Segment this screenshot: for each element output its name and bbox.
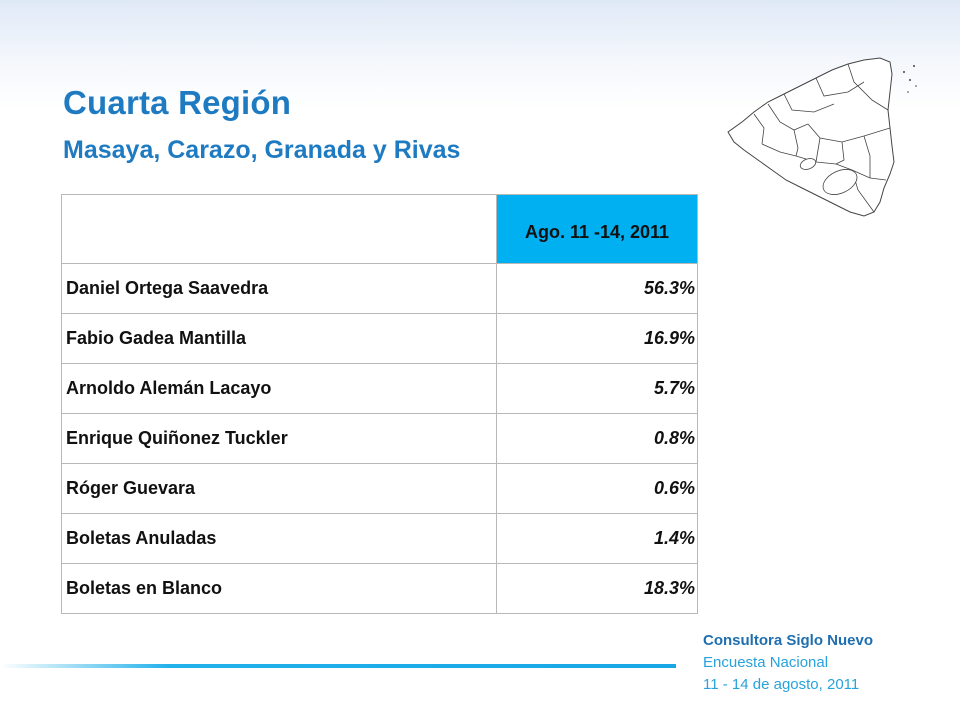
footer-dates: 11 - 14 de agosto, 2011 [703, 676, 860, 693]
header-blank-cell [61, 194, 497, 264]
table-row: Róger Guevara 0.6% [61, 463, 698, 514]
candidate-value: 18.3% [496, 563, 698, 614]
footer-org: Consultora Siglo Nuevo [703, 632, 874, 649]
period-header: Ago. 11 -14, 2011 [496, 194, 698, 264]
results-table: Ago. 11 -14, 2011 Daniel Ortega Saavedra… [61, 194, 698, 614]
candidate-value: 5.7% [496, 363, 698, 414]
table-row: Boletas en Blanco 18.3% [61, 563, 698, 614]
table-row: Boletas Anuladas 1.4% [61, 513, 698, 564]
nicaragua-map-icon [727, 57, 917, 217]
slide-subtitle: Masaya, Carazo, Granada y Rivas [63, 136, 461, 164]
candidate-name: Daniel Ortega Saavedra [61, 263, 497, 314]
slide-title: Cuarta Región [63, 84, 292, 121]
candidate-name: Boletas Anuladas [61, 513, 497, 564]
candidate-name: Arnoldo Alemán Lacayo [61, 363, 497, 414]
candidate-value: 1.4% [496, 513, 698, 564]
candidate-value: 56.3% [496, 263, 698, 314]
candidate-value: 0.8% [496, 413, 698, 464]
table-header-row: Ago. 11 -14, 2011 [61, 194, 698, 264]
candidate-name: Enrique Quiñonez Tuckler [61, 413, 497, 464]
table-row: Fabio Gadea Mantilla 16.9% [61, 313, 698, 364]
candidate-name: Róger Guevara [61, 463, 497, 514]
table-row: Enrique Quiñonez Tuckler 0.8% [61, 413, 698, 464]
footer-block: Consultora Siglo Nuevo Encuesta Nacional… [703, 630, 873, 696]
candidate-name: Boletas en Blanco [61, 563, 497, 614]
candidate-value: 0.6% [496, 463, 698, 514]
table-row: Arnoldo Alemán Lacayo 5.7% [61, 363, 698, 414]
candidate-value: 16.9% [496, 313, 698, 364]
footer-survey: Encuesta Nacional [703, 654, 829, 671]
footer-divider [0, 664, 676, 668]
table-row: Daniel Ortega Saavedra 56.3% [61, 263, 698, 314]
candidate-name: Fabio Gadea Mantilla [61, 313, 497, 364]
